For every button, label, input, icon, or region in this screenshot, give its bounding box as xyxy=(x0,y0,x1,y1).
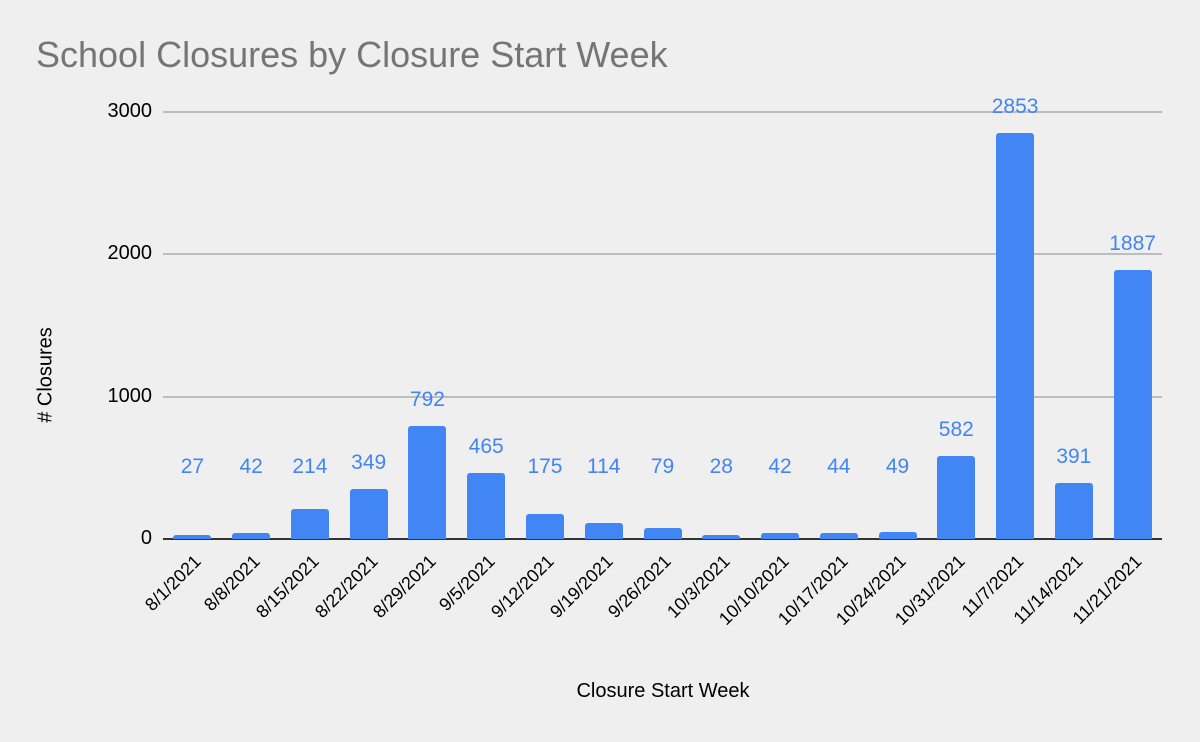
data-label: 28 xyxy=(709,455,733,478)
bar xyxy=(525,514,564,539)
bar xyxy=(996,132,1035,539)
data-label: 214 xyxy=(292,455,328,478)
bar xyxy=(1054,483,1093,539)
x-axis-line xyxy=(163,538,1162,540)
data-label: 465 xyxy=(468,434,504,458)
y-tick-label: 3000 xyxy=(107,100,153,122)
gridline xyxy=(163,395,1162,398)
chart-title: School Closures by Closure Start Week xyxy=(36,34,668,75)
y-tick-label: 1000 xyxy=(107,384,153,407)
x-tick-label: 9/19/2021 xyxy=(545,551,617,622)
y-tick-label: 2000 xyxy=(107,242,153,265)
bar xyxy=(643,527,682,539)
x-tick-label: 8/1/2021 xyxy=(141,551,206,615)
data-label: 44 xyxy=(827,455,851,478)
bar xyxy=(584,522,623,539)
data-label: 582 xyxy=(938,418,974,442)
bar xyxy=(937,456,976,539)
bar xyxy=(173,535,212,539)
x-tick-label: 8/22/2021 xyxy=(310,551,382,622)
bar xyxy=(232,533,271,539)
bar xyxy=(290,508,329,539)
data-label: 2853 xyxy=(991,94,1039,118)
data-label: 792 xyxy=(409,388,445,412)
bar xyxy=(878,532,917,539)
x-tick-label: 9/26/2021 xyxy=(604,551,676,622)
x-tick-label: 9/12/2021 xyxy=(486,551,558,622)
data-label: 349 xyxy=(351,451,387,475)
bar xyxy=(761,533,800,539)
data-label: 175 xyxy=(527,455,563,478)
bar xyxy=(819,532,858,539)
data-label: 27 xyxy=(180,455,205,478)
bar xyxy=(349,489,388,539)
data-label: 1887 xyxy=(1109,232,1156,256)
gridline xyxy=(163,253,1162,256)
data-label: 42 xyxy=(239,455,263,478)
y-tick-label: 0 xyxy=(140,527,152,549)
bar xyxy=(702,535,741,539)
x-tick-label: 8/15/2021 xyxy=(251,551,323,622)
bar xyxy=(408,426,447,539)
data-label: 114 xyxy=(586,455,621,478)
bar xyxy=(1113,270,1152,539)
gridline xyxy=(163,111,1162,113)
data-label: 79 xyxy=(650,455,675,478)
x-axis-title: Closure Start Week xyxy=(576,680,750,702)
x-tick-label: 8/29/2021 xyxy=(369,551,441,622)
bar xyxy=(467,472,506,539)
data-label: 49 xyxy=(885,455,910,478)
data-label: 42 xyxy=(768,455,792,478)
data-label: 391 xyxy=(1056,445,1092,469)
y-axis-title: # Closures xyxy=(34,327,57,423)
